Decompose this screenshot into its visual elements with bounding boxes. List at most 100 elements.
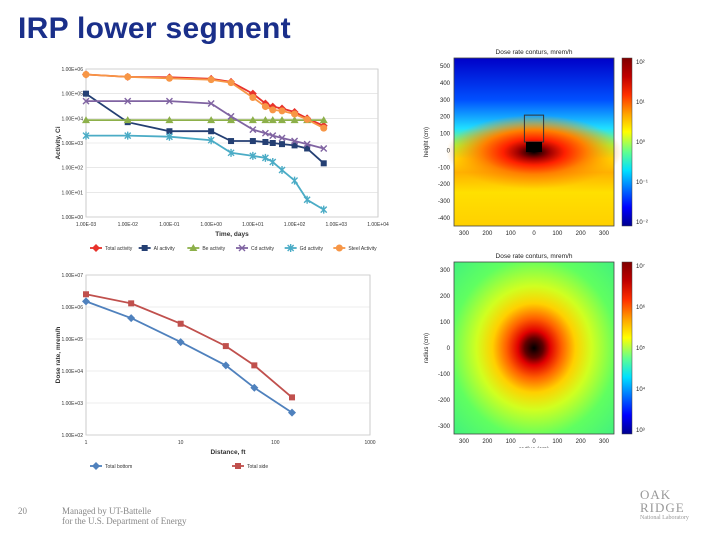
map-x-tick: 200: [576, 231, 587, 237]
legend-marker: [287, 244, 295, 252]
series-line: [86, 100, 324, 150]
map-y-tick: 200: [440, 115, 451, 121]
data-point: [127, 314, 136, 323]
data-point: [268, 116, 277, 124]
data-point: [83, 90, 89, 97]
data-point: [249, 93, 257, 101]
map-x-tick: 100: [506, 439, 517, 445]
colorbar: [621, 57, 633, 227]
x-axis-label: Time, days: [215, 231, 249, 238]
legend-marker: [238, 244, 246, 252]
data-point: [227, 79, 235, 87]
data-point: [228, 138, 235, 145]
y-tick-label: 1.00E+06: [61, 305, 83, 311]
x-tick-label: 1.00E+03: [326, 222, 348, 228]
map-y-tick: 100: [440, 320, 451, 326]
map-x-tick: 200: [482, 439, 493, 445]
data-point: [227, 116, 236, 124]
slide-title: IRP lower segment: [18, 12, 291, 45]
data-point: [291, 142, 298, 149]
map-x-tick: 300: [599, 439, 610, 445]
data-point: [304, 145, 311, 152]
data-point: [207, 76, 215, 84]
data-point: [83, 291, 89, 298]
map-y-tick: 500: [440, 64, 451, 70]
colorbar-tick: 10⁵: [636, 345, 646, 352]
data-point: [165, 116, 174, 124]
y-tick-label: 1.00E+03: [61, 141, 83, 147]
data-point: [124, 97, 132, 105]
map-y-tick: -100: [438, 165, 451, 171]
data-point: [165, 132, 173, 141]
y-tick-label: 1.00E+04: [61, 369, 83, 375]
data-point: [269, 106, 277, 114]
colorbar-tick: 10⁷: [636, 263, 645, 270]
map-x-tick: 300: [599, 231, 610, 237]
data-point: [320, 144, 328, 152]
data-point: [82, 297, 90, 306]
map-frame: [453, 57, 615, 227]
map-y-tick: -100: [438, 372, 451, 378]
colorbar-tick: 10⁰: [636, 139, 646, 146]
data-point: [248, 116, 257, 124]
map-y-label: radius (cm): [424, 333, 430, 363]
map-x-tick: 200: [576, 439, 587, 445]
series-line: [86, 134, 325, 211]
data-point: [261, 153, 269, 162]
map-y-tick: -300: [438, 199, 451, 205]
map-x-tick: 0: [532, 231, 536, 237]
y-tick-label: 1.00E+05: [61, 92, 83, 98]
data-point: [123, 116, 132, 124]
map-x-tick: 100: [552, 231, 563, 237]
data-point: [166, 128, 173, 135]
legend-label: Gd activity: [300, 246, 324, 252]
plot-area: [85, 274, 371, 436]
map-y-label: height (cm): [424, 127, 430, 157]
x-tick-label: 1.00E+02: [284, 222, 306, 228]
x-axis-label: Distance, ft: [210, 449, 246, 456]
map-x-tick: 100: [506, 231, 517, 237]
legend-marker: [92, 462, 100, 470]
data-point: [82, 131, 90, 140]
map-x-tick: 300: [459, 439, 470, 445]
colorbar: [621, 261, 633, 435]
y-tick-label: 1.00E+03: [61, 401, 83, 407]
legend-label: Be activity: [202, 246, 225, 252]
dose-vs-distance-chart: 1.00E+02 1.00E+03 1.00E+04 1.00E+05 1.00E+06…: [55, 273, 376, 470]
colorbar-tick: 10⁻²: [636, 220, 648, 226]
legend-marker: [235, 463, 241, 469]
source-core: [526, 142, 542, 153]
map-x-tick: 0: [532, 439, 536, 445]
legend-label: Al activity: [154, 246, 176, 252]
data-point: [251, 362, 258, 369]
data-point: [269, 132, 277, 140]
data-point: [278, 116, 287, 124]
map-y-tick: 0: [447, 148, 451, 154]
data-point: [291, 137, 299, 145]
data-point: [279, 141, 286, 148]
data-point: [248, 89, 257, 98]
data-point: [303, 115, 311, 123]
map-x-label: radius (cm): [519, 447, 549, 448]
data-point: [124, 131, 132, 140]
dose-contour-radius-map: Dose rate conturs, mrem/h 300 200 100 0 -100 -…: [424, 253, 646, 448]
data-point: [176, 338, 185, 347]
map-title: Dose rate conturs, mrem/h: [496, 49, 573, 56]
data-point: [207, 99, 215, 107]
legend-marker: [92, 244, 100, 252]
y-axis-label: Dose rate, mrem/h: [55, 327, 62, 384]
data-point: [262, 138, 269, 145]
data-point: [128, 300, 135, 307]
y-tick-label: 1.00E+06: [61, 67, 83, 73]
data-point: [165, 97, 173, 105]
data-point: [207, 136, 215, 145]
data-point: [261, 116, 270, 124]
data-point: [249, 126, 257, 134]
data-point: [291, 176, 299, 185]
logo-text-lab: National Laboratory: [640, 515, 689, 521]
legend-label: Total activity: [105, 246, 133, 252]
data-point: [290, 116, 299, 124]
map-y-tick: 0: [447, 346, 451, 352]
contour-field: [454, 262, 614, 434]
legend-label: Cd activity: [251, 246, 275, 252]
